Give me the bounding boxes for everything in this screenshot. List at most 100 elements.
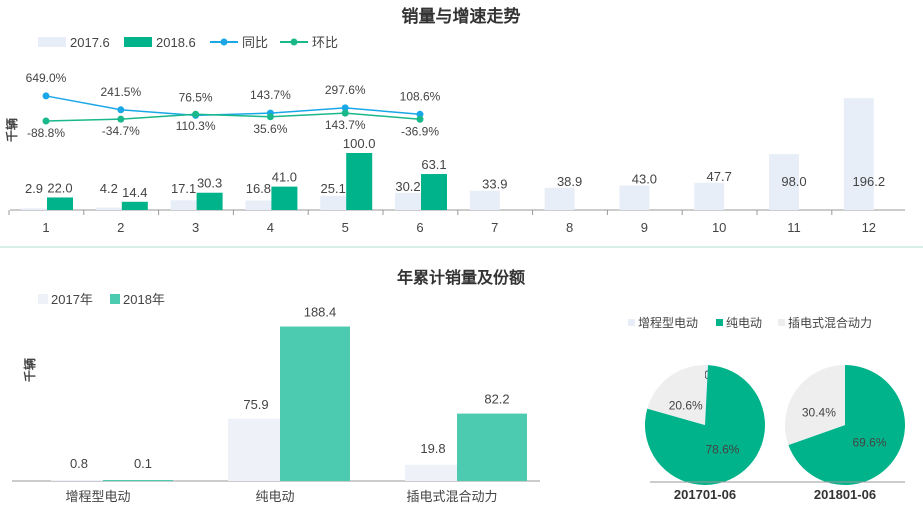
bar-2017 <box>619 185 650 210</box>
x-tick-label: 9 <box>641 220 648 235</box>
legend-label: 增程型电动 <box>638 315 698 330</box>
bar-label-2018: 41.0 <box>272 170 297 185</box>
legend-label: 环比 <box>312 35 338 50</box>
pie-label: 78.6% <box>705 442 739 456</box>
bar-2017 <box>769 154 799 210</box>
bar-2018 <box>47 197 73 210</box>
line-label: 297.6% <box>325 83 366 97</box>
x-tick-label: 1 <box>42 220 49 235</box>
line-label: 108.6% <box>400 89 441 103</box>
bar-2017 <box>395 192 425 210</box>
bar-2018 <box>196 192 223 210</box>
legend-label: 同比 <box>242 35 268 50</box>
line-point <box>42 117 50 125</box>
bar-label-2017: 17.1 <box>171 181 196 196</box>
x-tick-label: 10 <box>712 220 726 235</box>
legend-swatch <box>778 319 785 326</box>
line-point <box>341 109 349 117</box>
bar-label-2017: 25.1 <box>321 181 346 196</box>
bar-label-2017: 98.0 <box>781 174 806 189</box>
line-point <box>42 92 50 100</box>
line-yoy <box>45 95 421 117</box>
chart1-ylabel: 千辆 <box>4 118 19 142</box>
bar-label-2017: 4.2 <box>100 181 118 196</box>
x-tick-label: 4 <box>267 220 274 235</box>
legend-swatch <box>716 319 723 326</box>
line-label: 649.0% <box>26 71 67 85</box>
legend-label: 插电式混合动力 <box>788 315 872 330</box>
bar-2018年 <box>103 480 173 481</box>
line-label: 241.5% <box>100 85 141 99</box>
x-tick-label: 6 <box>416 220 423 235</box>
x-tick-label: 插电式混合动力 <box>406 489 497 504</box>
bar-2018年 <box>457 413 527 481</box>
bar-2017 <box>21 208 51 210</box>
bar-label-2017: 38.9 <box>557 174 582 189</box>
x-tick-label: 3 <box>192 220 199 235</box>
legend-swatch <box>628 319 635 326</box>
x-tick-label: 7 <box>491 220 498 235</box>
line-label: -36.9% <box>401 124 439 138</box>
pie-slice <box>705 365 709 425</box>
bar-label: 188.4 <box>304 305 337 320</box>
bar-2018年 <box>280 326 350 481</box>
chart2-ylabel: 千辆 <box>22 358 37 382</box>
pie-label: 20.6% <box>669 398 703 412</box>
line-point <box>192 110 200 118</box>
bar-label-2017: 43.0 <box>632 171 657 186</box>
legend-swatch <box>38 294 48 304</box>
bar-label-2017: 196.2 <box>853 174 886 189</box>
legend-label: 2017年 <box>51 292 93 307</box>
bar-2018 <box>271 186 298 210</box>
bar-label-2017: 30.2 <box>395 179 420 194</box>
line-mom <box>45 112 421 122</box>
pie-label: 30.4% <box>802 406 836 420</box>
legend-label: 纯电动 <box>726 316 762 330</box>
bar-2017 <box>694 182 725 210</box>
bar-2017 <box>843 98 874 210</box>
bar-label-2018: 14.4 <box>122 185 147 200</box>
pie-slice <box>645 365 766 485</box>
bar-2018 <box>121 201 148 210</box>
bar-label: 0.8 <box>70 456 88 471</box>
pie-slice <box>785 365 845 445</box>
bar-label-2017: 33.9 <box>482 177 507 192</box>
line-point <box>416 110 424 118</box>
bar-label-2017: 2.9 <box>25 181 43 196</box>
x-tick-label: 增程型电动 <box>65 489 130 504</box>
bar-label: 0.1 <box>134 456 152 471</box>
bar-2017 <box>170 200 201 210</box>
line-point <box>266 113 274 121</box>
legend-swatch <box>110 294 120 304</box>
bar-label: 75.9 <box>243 397 268 412</box>
legend-swatch <box>124 37 152 47</box>
bar-label-2017: 47.7 <box>707 169 732 184</box>
legend-label: 2017.6 <box>70 35 110 50</box>
line-label: 35.6% <box>253 122 287 136</box>
pie-slice <box>788 365 906 485</box>
bar-2017 <box>544 187 575 210</box>
x-tick-label: 纯电动 <box>255 489 294 504</box>
bar-2017 <box>469 190 500 210</box>
bar-2017 <box>245 200 276 210</box>
bar-2018 <box>346 153 373 210</box>
pie-label: 69.6% <box>852 435 886 449</box>
legend-marker <box>220 38 228 46</box>
line-label: -34.7% <box>102 124 140 138</box>
line-label: 143.7% <box>325 118 366 132</box>
legend-swatch <box>38 37 66 47</box>
line-point <box>341 104 349 112</box>
pie-slice <box>647 364 705 425</box>
legend-label: 2018年 <box>123 292 165 307</box>
bar-2017 <box>95 207 126 210</box>
legend-label: 2018.6 <box>156 35 196 50</box>
bar-label-2018: 100.0 <box>343 136 376 151</box>
line-label: 143.7% <box>250 88 291 102</box>
bar-2018 <box>421 174 447 210</box>
chart1-title: 销量与增速走势 <box>402 6 521 26</box>
bar-label: 82.2 <box>484 392 509 407</box>
pie-title: 201701-06 <box>674 487 736 502</box>
bar-2017年 <box>51 480 121 481</box>
x-tick-label: 8 <box>566 220 573 235</box>
